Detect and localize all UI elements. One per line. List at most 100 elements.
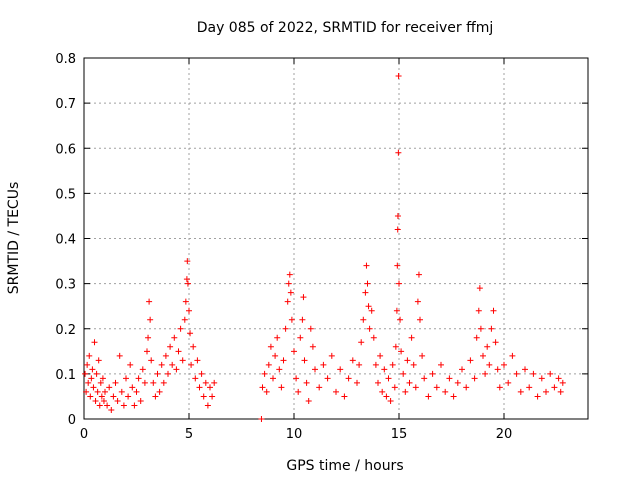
- data-point: [118, 388, 125, 395]
- data-point: [362, 289, 369, 296]
- data-point: [490, 307, 497, 314]
- data-point: [211, 379, 218, 386]
- data-point: [396, 280, 402, 287]
- data-point: [473, 334, 480, 341]
- data-point: [300, 294, 307, 301]
- data-point: [198, 370, 205, 377]
- data-point: [395, 73, 402, 80]
- data-point: [372, 361, 379, 368]
- data-point: [141, 379, 148, 386]
- data-point: [120, 402, 127, 409]
- data-point: [406, 379, 413, 386]
- data-point: [154, 370, 161, 377]
- data-point: [274, 334, 281, 341]
- data-point: [144, 348, 150, 355]
- data-point: [110, 393, 117, 400]
- data-point: [442, 388, 449, 395]
- data-point: [366, 325, 373, 332]
- data-point: [92, 397, 99, 404]
- data-point: [102, 388, 108, 395]
- y-tick-label: 0.8: [55, 52, 76, 67]
- data-point: [99, 375, 106, 382]
- data-point: [492, 339, 499, 346]
- data-point: [267, 343, 274, 350]
- data-point: [394, 212, 401, 219]
- data-point: [496, 384, 503, 391]
- data-point: [202, 379, 209, 386]
- y-tick-label: 0.1: [55, 368, 76, 383]
- data-point: [463, 384, 470, 391]
- y-tick-label: 0.5: [55, 187, 76, 202]
- y-tick-label: 0.3: [55, 278, 76, 293]
- data-point: [194, 357, 201, 364]
- data-points: [82, 73, 566, 422]
- data-point: [400, 370, 407, 377]
- y-tick-label: 0.6: [55, 142, 76, 157]
- data-point: [280, 357, 287, 364]
- data-point: [263, 388, 270, 395]
- data-point: [94, 388, 101, 395]
- data-point: [184, 258, 191, 265]
- data-point: [368, 307, 375, 314]
- data-point: [187, 330, 194, 337]
- data-point: [404, 357, 411, 364]
- data-point: [534, 393, 541, 400]
- data-point: [97, 379, 104, 386]
- data-point: [433, 384, 440, 391]
- data-point: [509, 352, 516, 359]
- data-point: [156, 388, 163, 395]
- data-point: [175, 348, 182, 355]
- data-point: [484, 343, 491, 350]
- data-point: [152, 393, 159, 400]
- data-point: [320, 361, 327, 368]
- data-point: [389, 361, 396, 368]
- data-point: [377, 352, 384, 359]
- data-point: [394, 226, 401, 233]
- data-point: [480, 352, 486, 359]
- data-point: [299, 316, 306, 323]
- data-point: [179, 357, 186, 364]
- data-point: [482, 370, 489, 377]
- data-point: [459, 366, 465, 373]
- data-point: [486, 361, 493, 368]
- data-point: [438, 361, 444, 368]
- data-point: [108, 406, 115, 413]
- data-point: [186, 307, 192, 314]
- data-point: [135, 375, 142, 382]
- data-point: [356, 361, 363, 368]
- data-point: [530, 370, 537, 377]
- data-point: [375, 379, 381, 386]
- data-point: [522, 366, 528, 373]
- data-point: [360, 316, 367, 323]
- data-point: [116, 352, 123, 359]
- data-point: [192, 375, 199, 382]
- data-point: [276, 366, 283, 373]
- tick-labels: 0 0.1 0.2 0.3 0.4 0.5 0.6 0.7 0.8 0 5 10 15 20: [55, 52, 512, 442]
- data-point: [421, 375, 428, 382]
- y-tick-label: 0.4: [55, 233, 76, 248]
- x-tick-label: 0: [80, 427, 88, 442]
- data-point: [88, 375, 95, 382]
- data-point: [270, 375, 276, 382]
- data-point: [412, 384, 419, 391]
- data-point: [379, 388, 386, 395]
- data-point: [89, 366, 96, 373]
- data-point: [145, 334, 152, 341]
- data-point: [114, 397, 121, 404]
- data-point: [363, 262, 370, 269]
- data-point: [505, 379, 512, 386]
- data-point: [147, 316, 154, 323]
- data-point: [387, 397, 394, 404]
- data-point: [272, 352, 279, 359]
- data-point: [513, 370, 520, 377]
- data-point: [106, 384, 113, 391]
- data-point: [258, 416, 265, 422]
- data-point: [84, 361, 91, 368]
- data-point: [184, 280, 191, 287]
- data-point: [265, 361, 272, 368]
- data-point: [383, 393, 390, 400]
- data-point: [301, 357, 308, 364]
- data-point: [446, 375, 453, 382]
- data-point: [86, 352, 93, 359]
- data-point: [112, 379, 119, 386]
